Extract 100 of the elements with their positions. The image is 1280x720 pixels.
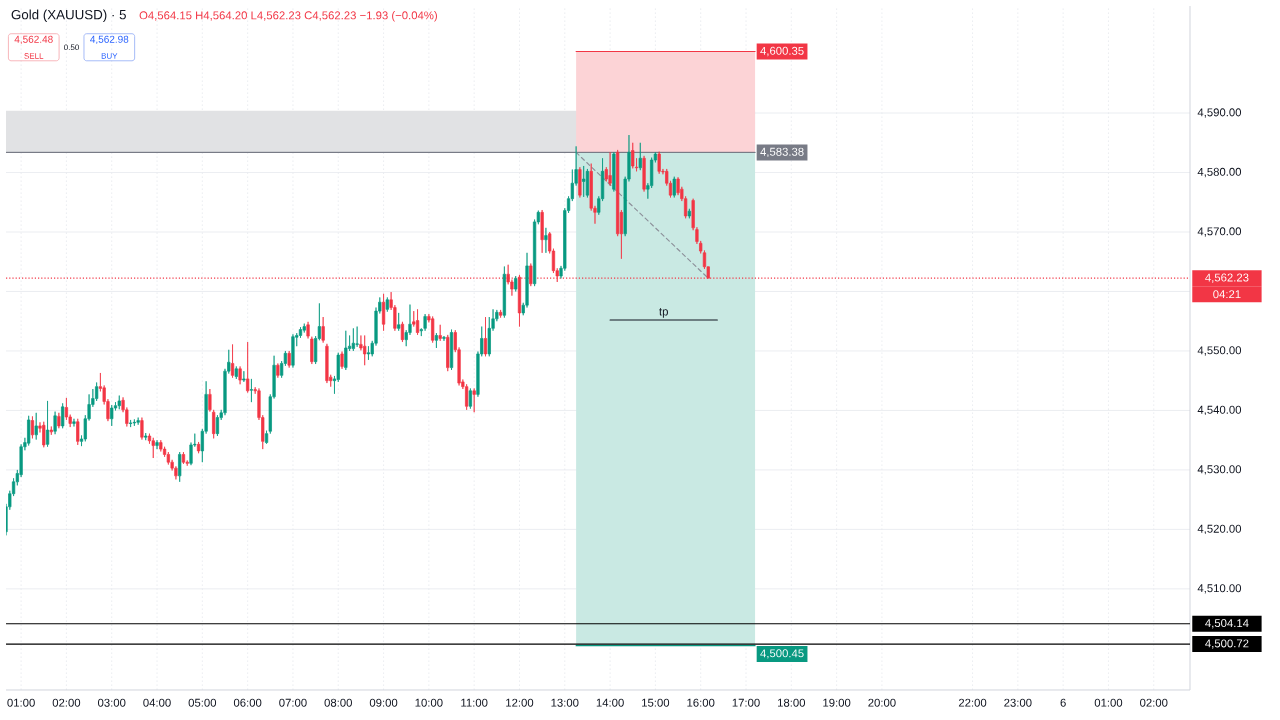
candlestick <box>397 312 401 332</box>
candlestick <box>344 330 348 371</box>
candlestick <box>657 151 661 175</box>
candlestick <box>117 395 121 410</box>
candlestick <box>49 426 53 436</box>
candlestick <box>196 441 201 454</box>
y-tick-label: 4,540.00 <box>1197 405 1242 416</box>
x-tick-label: 19:00 <box>823 698 851 707</box>
annotation: 4,600.35 <box>760 46 804 57</box>
x-tick-label: 14:00 <box>596 698 624 707</box>
y-tick-label: 4,520.00 <box>1197 524 1242 535</box>
candlestick <box>514 275 518 292</box>
candlestick <box>128 419 133 428</box>
candlestick <box>136 417 140 426</box>
candlestick <box>155 439 159 450</box>
x-tick-label: 17:00 <box>732 698 760 707</box>
candlestick <box>310 336 314 365</box>
x-tick-label: 18:00 <box>777 698 806 707</box>
candlestick <box>57 412 61 429</box>
candlestick <box>442 335 446 342</box>
x-tick-label: 07:00 <box>279 698 307 707</box>
candlestick <box>381 293 386 332</box>
candlestick <box>585 168 590 198</box>
x-tick-label: 12:00 <box>506 698 534 707</box>
x-tick-label: 20:00 <box>868 698 896 707</box>
candlestick <box>30 416 35 439</box>
candlestick <box>208 388 212 412</box>
candlestick <box>544 227 548 254</box>
x-tick-label: 15:00 <box>642 698 670 707</box>
candlestick <box>110 404 114 427</box>
x-tick-label: 6 <box>1060 698 1066 707</box>
candlestick <box>234 366 238 380</box>
candlestick <box>502 266 506 319</box>
candlestick <box>431 316 435 343</box>
x-tick-label: 10:00 <box>415 698 443 707</box>
candlestick <box>140 417 144 440</box>
candlestick <box>468 388 473 410</box>
candlestick <box>400 321 405 343</box>
candlestick <box>449 329 454 371</box>
x-tick-label: 05:00 <box>188 698 217 707</box>
x-tick-label: 02:00 <box>52 698 81 707</box>
annotation: 4,583.38 <box>760 147 804 158</box>
y-tick-label: 4,590.00 <box>1197 108 1242 118</box>
candlestick <box>276 363 280 379</box>
candlestick <box>306 321 310 339</box>
candlestick <box>264 430 269 445</box>
candlestick <box>53 411 57 435</box>
candlestick <box>230 344 235 379</box>
x-tick-label: 23:00 <box>1004 698 1032 707</box>
y-tick-label: 4,510.00 <box>1197 584 1242 594</box>
annotation: 4,562.48 <box>14 35 53 44</box>
candlestick <box>423 313 427 332</box>
x-tick-label: 13:00 <box>551 698 579 707</box>
candlestick <box>242 370 246 383</box>
candlestick <box>465 383 469 411</box>
candlestick <box>238 366 242 385</box>
x-tick-label: 16:00 <box>687 698 715 707</box>
candlestick <box>42 421 46 448</box>
candlestick <box>76 418 80 446</box>
ref-line-label: 4,500.72 <box>1205 639 1249 649</box>
x-tick-label: 22:00 <box>958 698 987 707</box>
candlestick <box>672 176 676 198</box>
candlestick <box>291 333 295 368</box>
candlestick <box>438 324 442 342</box>
x-tick-label: 11:00 <box>461 698 488 707</box>
candlestick <box>363 335 367 366</box>
x-tick-label: 03:00 <box>97 698 126 707</box>
candlestick <box>498 309 503 319</box>
candlestick <box>355 326 359 348</box>
ref-line-label: 4,504.14 <box>1205 619 1249 629</box>
candlestick <box>483 316 488 357</box>
x-tick-label: 09:00 <box>369 698 398 707</box>
candlestick <box>582 165 586 198</box>
x-tick-label: 08:00 <box>324 698 352 707</box>
candlestick <box>472 388 476 413</box>
annotation: BUY <box>101 53 118 59</box>
y-tick-label: 4,570.00 <box>1197 227 1242 237</box>
candlestick <box>34 412 38 440</box>
annotation: 0.50 <box>64 44 80 51</box>
candlestick <box>325 343 329 384</box>
candlestick <box>415 308 420 336</box>
annotation: SELL <box>24 53 44 59</box>
x-tick-label: 01:00 <box>1094 698 1123 707</box>
x-tick-label: 01:00 <box>7 698 35 707</box>
candlestick <box>61 402 65 429</box>
candlestick <box>321 316 325 343</box>
annotation: 4,500.45 <box>760 649 804 659</box>
candlestick <box>638 142 642 171</box>
annotation: 4,562.98 <box>90 35 129 44</box>
series-label: tp <box>659 308 668 318</box>
candlestick <box>385 297 389 313</box>
candlestick <box>434 332 439 349</box>
candlestick <box>72 418 76 427</box>
candlestick <box>249 378 254 403</box>
chart-subtitle: O4,564.15 H4,564.20 L4,562.23 C4,562.23 −1.93 (−0.04%) <box>139 11 437 22</box>
candlestick <box>366 345 371 361</box>
y-tick-label: 4,580.00 <box>1197 167 1242 178</box>
text: 04:21 <box>1213 290 1241 299</box>
candlestick <box>340 351 344 370</box>
candlestick <box>612 151 616 192</box>
